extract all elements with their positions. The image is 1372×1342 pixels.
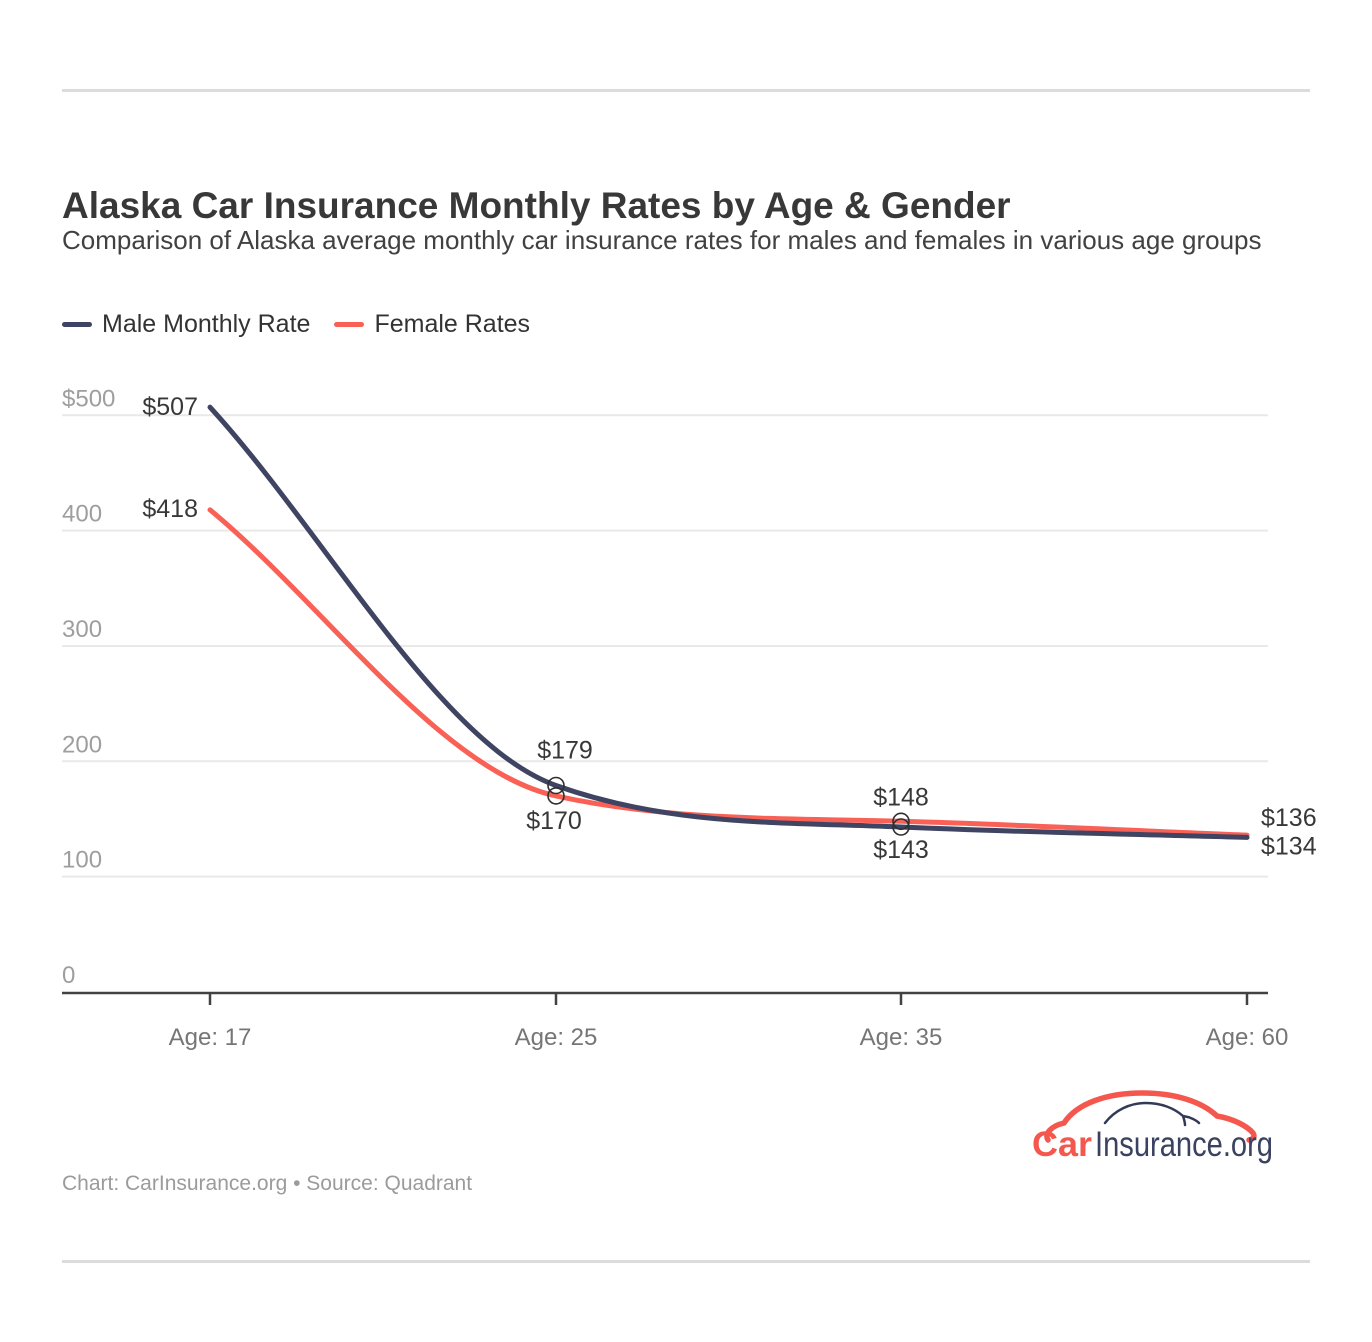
x-tick-label-1: Age: 25 <box>515 1024 598 1051</box>
data-label-female-3: $136 <box>1261 804 1317 832</box>
point-marker-female-2 <box>892 812 910 831</box>
chart-title: Alaska Car Insurance Monthly Rates by Ag… <box>62 184 1011 226</box>
x-tick-label-2: Age: 35 <box>860 1024 943 1051</box>
data-label-male-2: $143 <box>873 836 929 864</box>
y-tick-label-500: $500 <box>62 385 115 412</box>
logo-text-insurance-org: Insurance.org <box>1095 1125 1273 1164</box>
legend-label: Female Rates <box>374 310 531 338</box>
source-credit: Chart: CarInsurance.org • Source: Quadra… <box>62 1172 473 1195</box>
point-marker-male-1 <box>547 776 565 795</box>
y-tick-label-200: 200 <box>62 731 102 758</box>
y-tick-label-100: 100 <box>62 847 102 874</box>
x-tick-label-3: Age: 60 <box>1206 1024 1289 1051</box>
logo-car-window-icon <box>1103 1101 1201 1127</box>
legend-swatch-icon <box>62 322 92 327</box>
legend-item-male: Male Monthly Rate <box>62 310 310 339</box>
series-line-male <box>207 404 1250 840</box>
carinsurance-logo: Car Insurance.org <box>1032 1090 1273 1164</box>
legend-item-female: Female Rates <box>334 310 530 339</box>
series-line-female <box>207 507 1250 838</box>
data-label-female-2: $148 <box>873 783 929 811</box>
legend: Male Monthly Rate Female Rates <box>62 310 530 339</box>
legend-swatch-icon <box>334 322 365 327</box>
data-label-female-0: $418 <box>142 495 198 523</box>
y-tick-label-300: 300 <box>62 616 102 643</box>
x-tick-label-0: Age: 17 <box>169 1024 252 1051</box>
data-label-male-1: $179 <box>537 737 593 765</box>
data-label-female-1: $170 <box>526 807 582 835</box>
data-label-male-3: $134 <box>1261 832 1317 860</box>
logo-text-car: Car <box>1032 1125 1092 1164</box>
data-label-male-0: $507 <box>142 393 198 421</box>
legend-label: Male Monthly Rate <box>102 310 311 338</box>
top-divider <box>62 89 1310 92</box>
bottom-divider <box>62 1260 1310 1263</box>
y-tick-label-0: 0 <box>62 962 75 989</box>
chart-subtitle: Comparison of Alaska average monthly car… <box>62 225 1262 255</box>
y-tick-label-400: 400 <box>62 501 102 528</box>
logo-car-body-icon <box>1044 1090 1257 1143</box>
point-marker-male-2 <box>892 818 910 836</box>
point-marker-female-1 <box>547 787 565 805</box>
